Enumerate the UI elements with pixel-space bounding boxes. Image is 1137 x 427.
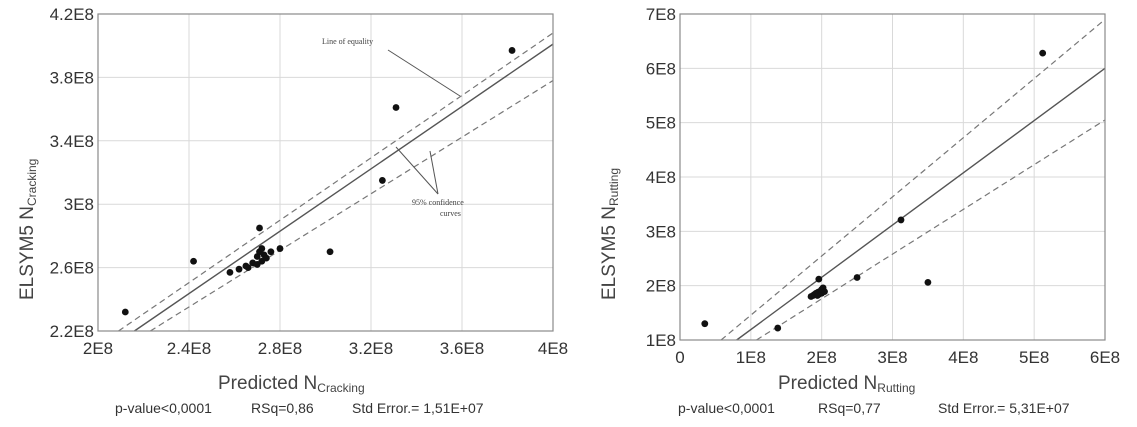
rutting-y-tick-3: 4E8 — [646, 168, 676, 187]
cracking-x-tick-5: 4E8 — [538, 339, 568, 358]
annotation-confidence-pointer-a — [395, 146, 439, 195]
rutting-stat-std-error: Std Error.= 5,31E+07 — [938, 400, 1070, 416]
cracking-point-5 — [244, 264, 252, 271]
rutting-x-tick-2: 2E8 — [807, 348, 837, 367]
rutting-point-15 — [853, 274, 861, 281]
cracking-point-20 — [508, 47, 516, 54]
rutting-x-tick-4: 4E8 — [948, 348, 978, 367]
cracking-stat-rsq: RSq=0,86 — [251, 400, 314, 416]
annotation-line-of-equality-pointer — [387, 49, 461, 97]
cracking-y-tick-2: 3E8 — [64, 195, 94, 214]
rutting-x-axis-label: Predicted NRutting — [778, 373, 915, 395]
cracking-y-tick-0: 2.2E8 — [50, 322, 94, 341]
rutting-confidence-curves — [720, 18, 1106, 341]
cracking-point-17 — [326, 248, 334, 256]
cracking-x-axis-label-main: Predicted N — [218, 373, 317, 394]
cracking-point-0 — [121, 308, 129, 316]
cracking-points — [121, 47, 516, 316]
cracking-point-1 — [190, 257, 197, 265]
rutting-x-tick-6: 6E8 — [1090, 348, 1120, 367]
rutting-y-tick-0: 1E8 — [646, 331, 676, 350]
cracking-x-tick-labels: 2E8 2.4E8 2.8E8 3.2E8 3.6E8 4E8 — [83, 339, 568, 358]
rutting-confidence-lower — [756, 119, 1106, 341]
rutting-plot-frame — [679, 13, 1106, 341]
cracking-point-16 — [276, 245, 284, 252]
rutting-y-tick-6: 7E8 — [646, 5, 676, 24]
cracking-x-axis-label-sub: Cracking — [317, 381, 364, 395]
cracking-point-19 — [392, 104, 400, 111]
cracking-x-axis-label: Predicted NCracking — [218, 373, 365, 395]
annotation-confidence-curves-line2: curves — [440, 209, 461, 218]
cracking-fit-line-group — [134, 43, 554, 332]
rutting-y-axis-label-sub: Rutting — [607, 168, 621, 206]
cracking-y-tick-5: 4.2E8 — [50, 5, 94, 24]
rutting-y-tick-4: 5E8 — [646, 114, 676, 133]
rutting-grid — [679, 13, 1106, 341]
rutting-point-18 — [1039, 49, 1047, 57]
chart-cracking: 2E8 2.4E8 2.8E8 3.2E8 3.6E8 4E8 2.2E8 2.6E8 3E8… — [17, 5, 568, 416]
rutting-x-tick-5: 5E8 — [1019, 348, 1049, 367]
cracking-point-2 — [226, 268, 234, 276]
rutting-y-tick-2: 3E8 — [646, 222, 676, 241]
cracking-x-tick-0: 2E8 — [83, 339, 113, 358]
cracking-x-tick-1: 2.4E8 — [167, 339, 211, 358]
rutting-x-tick-labels: 0 1E8 2E8 3E8 4E8 5E8 6E8 — [675, 348, 1120, 367]
rutting-y-axis-label-main: ELSYM5 N — [599, 206, 620, 300]
rutting-fit-line — [736, 67, 1106, 341]
cracking-y-tick-1: 2.6E8 — [50, 259, 94, 278]
cracking-y-axis-label: ELSYM5 NCracking — [17, 159, 39, 300]
rutting-x-tick-3: 3E8 — [877, 348, 907, 367]
rutting-point-14 — [815, 275, 823, 283]
cracking-confidence-lower — [150, 80, 554, 332]
rutting-point-13 — [821, 288, 828, 296]
rutting-y-axis-label: ELSYM5 NRutting — [599, 168, 621, 300]
rutting-y-tick-1: 2E8 — [646, 277, 676, 296]
annotation-confidence-pointer-b — [429, 150, 439, 195]
rutting-stat-rsq: RSq=0,77 — [818, 400, 881, 416]
cracking-point-18 — [378, 177, 386, 184]
rutting-x-axis-label-sub: Rutting — [877, 381, 915, 395]
cracking-grid — [97, 13, 554, 332]
rutting-y-tick-5: 6E8 — [646, 59, 676, 78]
cracking-x-tick-4: 3.6E8 — [440, 339, 484, 358]
cracking-y-axis-label-sub: Cracking — [25, 159, 39, 206]
annotation-confidence-curves-line1: 95% confidence — [412, 198, 464, 207]
rutting-point-17 — [924, 279, 932, 286]
cracking-fit-line — [134, 43, 554, 332]
rutting-x-tick-0: 0 — [675, 348, 684, 367]
rutting-point-16 — [897, 216, 905, 224]
rutting-y-tick-labels: 1E8 2E8 3E8 4E8 5E8 6E8 7E8 — [646, 5, 676, 350]
cracking-point-10 — [256, 224, 263, 232]
cracking-y-tick-4: 3.8E8 — [50, 68, 94, 87]
cracking-plot-frame — [97, 13, 554, 332]
cracking-y-axis-label-main: ELSYM5 N — [17, 206, 38, 300]
cracking-stat-p-value: p-value<0,0001 — [115, 400, 212, 416]
cracking-point-12 — [258, 245, 266, 252]
cracking-point-15 — [267, 248, 275, 256]
cracking-stat-std-error: Std Error.= 1,51E+07 — [352, 400, 484, 416]
chart-rutting: 0 1E8 2E8 3E8 4E8 5E8 6E8 1E82E83E84E85E86E87E… — [599, 5, 1120, 416]
rutting-point-0 — [701, 320, 709, 328]
rutting-stat-p-value: p-value<0,0001 — [678, 400, 775, 416]
cracking-point-3 — [235, 265, 243, 273]
rutting-x-tick-1: 1E8 — [736, 348, 766, 367]
rutting-confidence-upper — [720, 18, 1106, 341]
rutting-point-1 — [774, 324, 782, 332]
annotation-line-of-equality: Line of equality — [322, 37, 373, 46]
rutting-fit-line-group — [736, 67, 1106, 341]
cracking-x-tick-2: 2.8E8 — [258, 339, 302, 358]
rutting-points — [701, 49, 1047, 332]
cracking-point-14 — [262, 254, 270, 262]
cracking-confidence-curves — [118, 32, 554, 332]
cracking-y-tick-labels: 2.2E8 2.6E8 3E8 3.4E8 3.8E8 4.2E8 — [50, 5, 94, 341]
cracking-x-tick-3: 3.2E8 — [349, 339, 393, 358]
rutting-x-axis-label-main: Predicted N — [778, 373, 877, 394]
cracking-y-tick-3: 3.4E8 — [50, 132, 94, 151]
cracking-confidence-upper — [118, 32, 554, 332]
